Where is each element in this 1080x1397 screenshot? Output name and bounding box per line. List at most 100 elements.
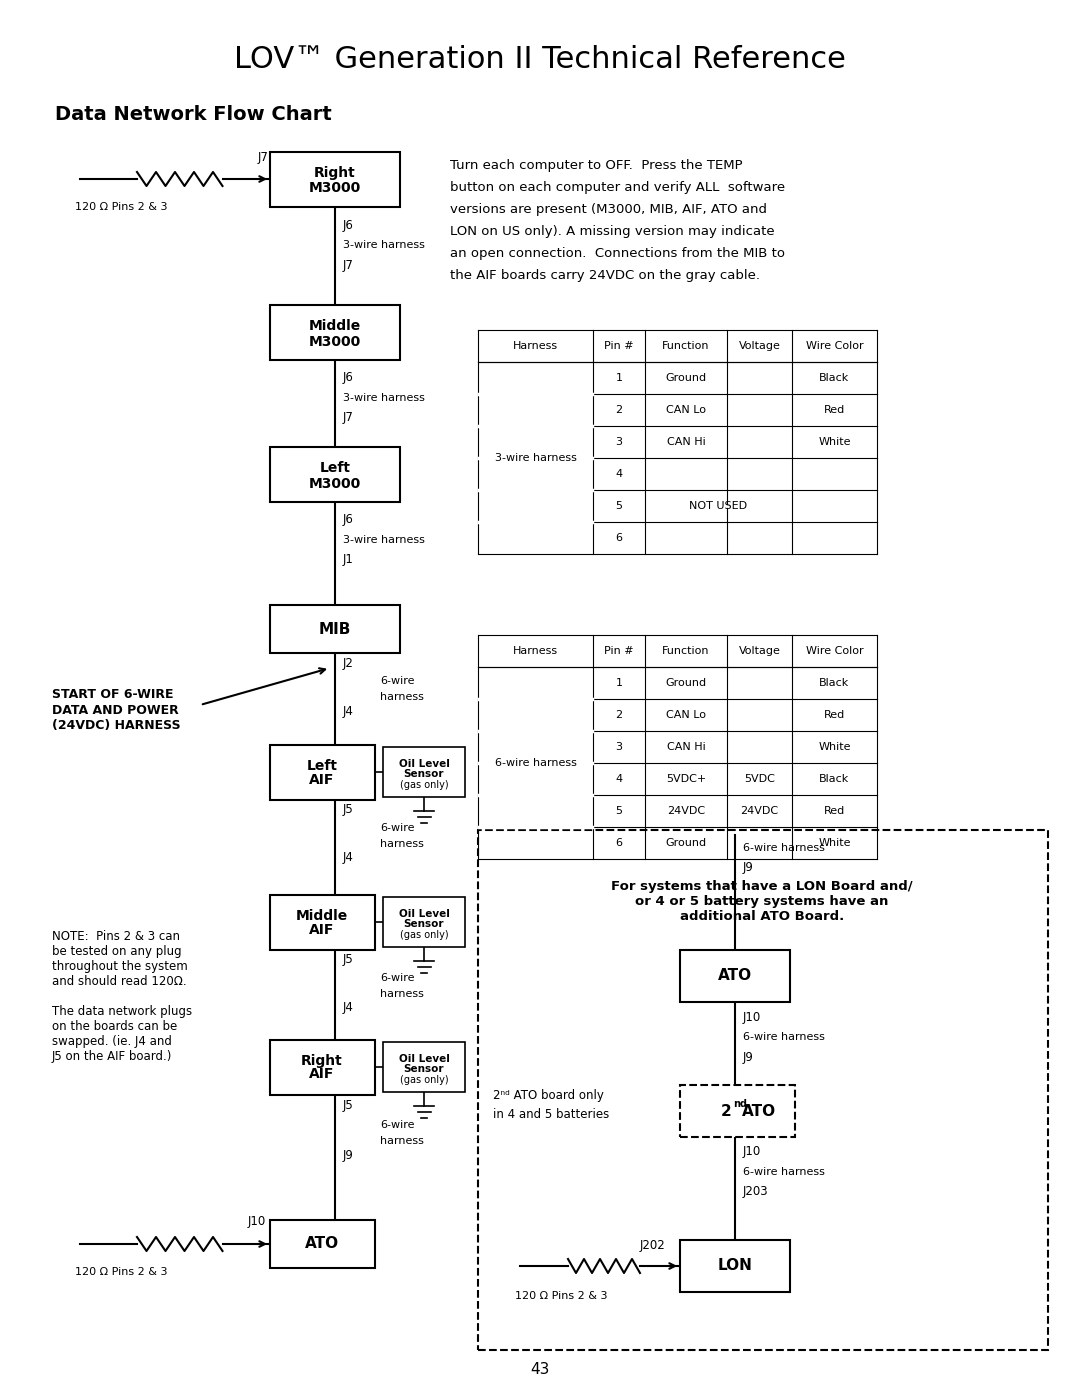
Text: J10: J10 — [743, 1010, 761, 1024]
Text: J7: J7 — [343, 258, 354, 271]
Bar — [270, 895, 375, 950]
Text: J7: J7 — [343, 412, 354, 425]
Text: Harness: Harness — [513, 645, 558, 657]
Text: Wire Color: Wire Color — [806, 645, 863, 657]
Text: Wire Color: Wire Color — [806, 341, 863, 351]
Text: J6: J6 — [343, 514, 354, 527]
Text: 3-wire harness: 3-wire harness — [343, 535, 424, 545]
Text: in 4 and 5 batteries: in 4 and 5 batteries — [492, 1108, 609, 1122]
Text: J2: J2 — [343, 657, 354, 669]
Text: Red: Red — [824, 710, 846, 719]
Text: 43: 43 — [530, 1362, 550, 1377]
Text: Oil Level: Oil Level — [399, 1053, 449, 1065]
Text: Left: Left — [320, 461, 351, 475]
Text: J5: J5 — [343, 954, 354, 967]
Text: Voltage: Voltage — [739, 341, 781, 351]
Text: J9: J9 — [343, 1148, 354, 1161]
Text: the AIF boards carry 24VDC on the gray cable.: the AIF boards carry 24VDC on the gray c… — [450, 268, 760, 282]
Text: J5: J5 — [343, 1098, 354, 1112]
Text: nd: nd — [733, 1099, 747, 1109]
Text: J6: J6 — [343, 218, 354, 232]
Text: 6-wire: 6-wire — [380, 1120, 415, 1130]
Text: 6: 6 — [616, 534, 622, 543]
Text: White: White — [819, 838, 851, 848]
Text: an open connection.  Connections from the MIB to: an open connection. Connections from the… — [450, 246, 785, 260]
Text: J6: J6 — [343, 372, 354, 384]
Text: M3000: M3000 — [309, 182, 361, 196]
Text: CAN Lo: CAN Lo — [666, 710, 706, 719]
Text: 4: 4 — [616, 469, 622, 479]
Text: J5: J5 — [343, 803, 354, 816]
Text: 24VDC: 24VDC — [667, 806, 705, 816]
Text: LON on US only). A missing version may indicate: LON on US only). A missing version may i… — [450, 225, 774, 237]
Bar — [270, 305, 400, 360]
Text: Middle: Middle — [309, 320, 361, 334]
Text: Middle: Middle — [296, 908, 348, 922]
Text: Sensor: Sensor — [404, 919, 444, 929]
Text: 1: 1 — [616, 678, 622, 687]
Text: 1: 1 — [616, 373, 622, 383]
Text: M3000: M3000 — [309, 334, 361, 348]
Text: 5: 5 — [616, 806, 622, 816]
Text: 2: 2 — [616, 405, 622, 415]
Text: MIB: MIB — [319, 622, 351, 637]
Bar — [270, 1039, 375, 1095]
Text: Right: Right — [314, 166, 356, 180]
Text: M3000: M3000 — [309, 476, 361, 490]
Bar — [383, 747, 465, 798]
Text: Black: Black — [820, 678, 850, 687]
Bar — [680, 1241, 789, 1292]
Bar — [270, 745, 375, 800]
Text: 3-wire harness: 3-wire harness — [343, 393, 424, 402]
Text: 4: 4 — [616, 774, 622, 784]
Text: Turn each computer to OFF.  Press the TEMP: Turn each computer to OFF. Press the TEM… — [450, 158, 743, 172]
Text: AIF: AIF — [309, 773, 335, 787]
Text: 3: 3 — [616, 437, 622, 447]
Text: START OF 6-WIRE
DATA AND POWER
(24VDC) HARNESS: START OF 6-WIRE DATA AND POWER (24VDC) H… — [52, 689, 180, 732]
Text: ATO: ATO — [742, 1104, 777, 1119]
Text: NOTE:  Pins 2 & 3 can
be tested on any plug
throughout the system
and should rea: NOTE: Pins 2 & 3 can be tested on any pl… — [52, 930, 192, 1063]
Text: 5: 5 — [616, 502, 622, 511]
Text: NOT USED: NOT USED — [689, 502, 747, 511]
Text: 120 Ω Pins 2 & 3: 120 Ω Pins 2 & 3 — [75, 1267, 167, 1277]
Text: harness: harness — [380, 1136, 423, 1146]
Text: AIF: AIF — [309, 1067, 335, 1081]
Text: J202: J202 — [640, 1239, 665, 1253]
Bar — [270, 447, 400, 502]
Text: Red: Red — [824, 806, 846, 816]
Text: LON: LON — [717, 1259, 753, 1274]
Text: 2ⁿᵈ ATO board only: 2ⁿᵈ ATO board only — [492, 1088, 604, 1101]
Text: harness: harness — [380, 989, 423, 999]
Text: 6: 6 — [616, 838, 622, 848]
Text: White: White — [819, 742, 851, 752]
Text: 6-wire harness: 6-wire harness — [495, 759, 577, 768]
Text: Ground: Ground — [665, 373, 706, 383]
Text: Function: Function — [662, 645, 710, 657]
Text: Right: Right — [301, 1053, 342, 1067]
Text: 6-wire harness: 6-wire harness — [743, 1166, 825, 1178]
Text: 3-wire harness: 3-wire harness — [495, 453, 577, 462]
Text: Sensor: Sensor — [404, 768, 444, 780]
Text: LOV™ Generation II Technical Reference: LOV™ Generation II Technical Reference — [234, 46, 846, 74]
Text: versions are present (M3000, MIB, AIF, ATO and: versions are present (M3000, MIB, AIF, A… — [450, 203, 767, 215]
Text: ATO: ATO — [305, 1236, 339, 1252]
Text: AIF: AIF — [309, 922, 335, 936]
Text: Voltage: Voltage — [739, 645, 781, 657]
Bar — [680, 1085, 795, 1137]
Text: (gas only): (gas only) — [400, 1076, 448, 1085]
Text: J4: J4 — [343, 852, 354, 865]
Text: 5VDC: 5VDC — [744, 774, 775, 784]
Bar — [383, 897, 465, 947]
Text: J10: J10 — [743, 1146, 761, 1158]
Bar — [680, 950, 789, 1002]
Text: 5VDC+: 5VDC+ — [666, 774, 706, 784]
Bar — [270, 1220, 375, 1268]
Text: J4: J4 — [343, 704, 354, 718]
Text: 6-wire: 6-wire — [380, 972, 415, 983]
Text: J203: J203 — [743, 1186, 769, 1199]
Text: Pin #: Pin # — [604, 645, 634, 657]
Text: 3: 3 — [616, 742, 622, 752]
Text: 6-wire harness: 6-wire harness — [743, 842, 825, 854]
Text: button on each computer and verify ALL  software: button on each computer and verify ALL s… — [450, 180, 785, 194]
Text: 6-wire harness: 6-wire harness — [743, 1032, 825, 1042]
